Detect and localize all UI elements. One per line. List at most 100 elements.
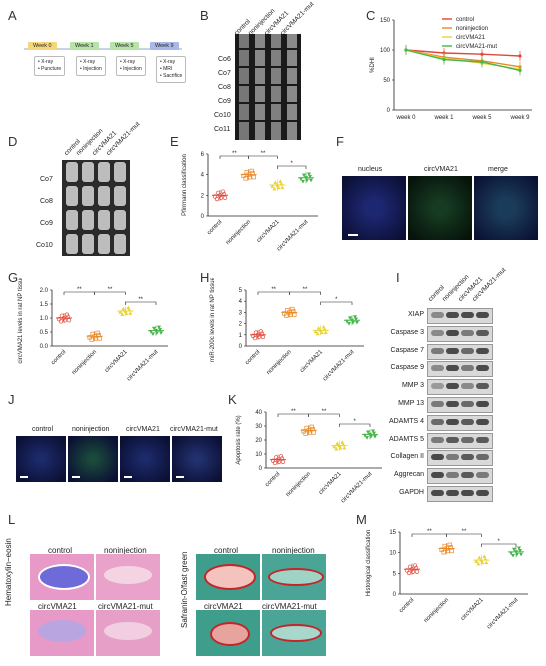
chartG-point bbox=[149, 330, 153, 334]
j-label-noninjection: noninjection bbox=[72, 426, 110, 433]
panel-letter-e: E bbox=[170, 134, 179, 149]
chartM-point bbox=[412, 563, 418, 568]
c-x-tick-label: week 1 bbox=[433, 115, 454, 121]
chartM-point bbox=[474, 559, 479, 563]
blot-label: ADAMTS 4 bbox=[388, 417, 424, 425]
chartM-point bbox=[482, 554, 487, 558]
c-y-tick-label: 50 bbox=[383, 78, 390, 84]
chartM-point bbox=[406, 570, 412, 576]
chartK-x-tick-label: circVMA21-mut bbox=[340, 471, 373, 504]
chartH-point bbox=[260, 334, 266, 340]
chartE-y-tick-label: 2 bbox=[201, 193, 205, 199]
l-so-circvma21-image bbox=[196, 610, 260, 656]
blot-band bbox=[461, 436, 474, 443]
chartG-point bbox=[157, 325, 161, 330]
c-point bbox=[518, 68, 522, 72]
timeline-box-1: • X-ray • Injection bbox=[76, 56, 106, 76]
c-point bbox=[480, 52, 484, 56]
b-xray-svg bbox=[235, 34, 301, 140]
chartM-point bbox=[519, 552, 523, 557]
chartH-point bbox=[255, 332, 261, 337]
blot-band bbox=[461, 329, 474, 336]
chartG-sig-bracket bbox=[94, 291, 126, 295]
blot-band bbox=[476, 490, 489, 496]
chartG-point bbox=[159, 331, 163, 335]
l-so-label: Safranin-O/fast green bbox=[180, 551, 189, 628]
chartM-point bbox=[477, 555, 482, 560]
blot-band bbox=[476, 312, 489, 318]
chartM-point bbox=[476, 561, 481, 566]
chartG-y-tick-label: 0.5 bbox=[40, 330, 49, 336]
chartH-x-tick-label: noninjection bbox=[266, 349, 293, 376]
chartG-point bbox=[154, 329, 158, 333]
chartH-point bbox=[287, 310, 292, 315]
chartH-point bbox=[321, 324, 326, 329]
chartE-point bbox=[270, 184, 275, 188]
chartH-point bbox=[316, 326, 321, 330]
f-circvma21-image bbox=[408, 176, 472, 240]
chartK-point bbox=[280, 459, 286, 464]
b-level-co11: Co11 bbox=[214, 126, 231, 133]
f-nucleus-image bbox=[342, 176, 406, 240]
chartE-point bbox=[218, 195, 224, 200]
chartK-point bbox=[303, 431, 308, 436]
chartG-point bbox=[92, 334, 97, 339]
blot-band bbox=[461, 454, 474, 461]
l-he-title-noninjection: noninjection bbox=[104, 546, 147, 555]
d-level-co9: Co9 bbox=[40, 220, 53, 227]
j-label-circvma21-mut: circVMA21-mut bbox=[170, 426, 218, 433]
chartK-y-label: Apoptosis rate (%) bbox=[236, 415, 242, 464]
l-so-title-control: control bbox=[214, 546, 239, 555]
chartG-y-tick-label: 1.0 bbox=[40, 316, 49, 322]
blot-band bbox=[431, 454, 444, 461]
chartE-point bbox=[214, 196, 220, 202]
d-level-co10: Co10 bbox=[36, 242, 53, 249]
chartG-x-tick-label: noninjection bbox=[71, 349, 98, 376]
chartK-point bbox=[368, 432, 372, 437]
c-y-tick-label: 100 bbox=[380, 48, 391, 54]
blot-row-mmp-13 bbox=[427, 397, 493, 413]
chartG-point bbox=[121, 306, 126, 311]
chartK-point bbox=[273, 455, 279, 460]
blot-label: Caspase 7 bbox=[390, 346, 424, 354]
b-level-co6: Co6 bbox=[218, 56, 231, 63]
chartK-point bbox=[366, 430, 370, 435]
l-he-label: Hematoxylin−eosin bbox=[4, 538, 13, 606]
chartM-x-tick-label: noninjection bbox=[423, 597, 450, 624]
blot-row-xiap bbox=[427, 308, 493, 324]
blot-row-gapdh bbox=[427, 486, 493, 502]
blot-band bbox=[461, 312, 474, 318]
chartH-y-tick-label: 5 bbox=[239, 288, 243, 294]
chartG-x-tick-label: circVMA21-mut bbox=[126, 349, 159, 382]
chartM-point bbox=[515, 552, 519, 557]
chartH-x-tick-label: control bbox=[244, 349, 261, 366]
chartM-point bbox=[511, 553, 515, 558]
f-label-merge: merge bbox=[488, 166, 508, 173]
blot-band bbox=[446, 365, 459, 372]
chartG-sig-label: ** bbox=[138, 297, 143, 303]
chartK-x-tick-label: circVMA21 bbox=[318, 471, 343, 496]
c-legend-label: circVMA21-mut bbox=[456, 44, 497, 50]
chartM-sig-bracket bbox=[481, 543, 517, 547]
chartG-point bbox=[127, 307, 132, 312]
chartK-sig-bracket bbox=[339, 423, 371, 427]
chartH-sig-bracket bbox=[289, 291, 321, 295]
chartH-point bbox=[253, 330, 259, 335]
panel-letter-m: M bbox=[356, 512, 367, 527]
panel-letter-g: G bbox=[8, 270, 19, 285]
chartG-point bbox=[152, 326, 156, 331]
timeline-week-9: Week 9 bbox=[150, 42, 179, 50]
blot-band bbox=[446, 490, 459, 496]
chartH-point bbox=[348, 316, 352, 320]
chartE-point bbox=[301, 179, 305, 184]
chartK-point bbox=[309, 424, 314, 429]
c-series-line bbox=[405, 49, 521, 72]
chartG-sig-label: ** bbox=[77, 287, 82, 293]
chartG-point bbox=[120, 312, 125, 316]
chartH-point bbox=[353, 315, 357, 319]
chartK-point bbox=[340, 440, 345, 444]
chartM-point bbox=[514, 550, 518, 554]
panel-letter-b: B bbox=[200, 8, 209, 23]
chartK-y-tick-label: 40 bbox=[255, 410, 262, 416]
c-x-tick-label: week 9 bbox=[509, 115, 530, 121]
